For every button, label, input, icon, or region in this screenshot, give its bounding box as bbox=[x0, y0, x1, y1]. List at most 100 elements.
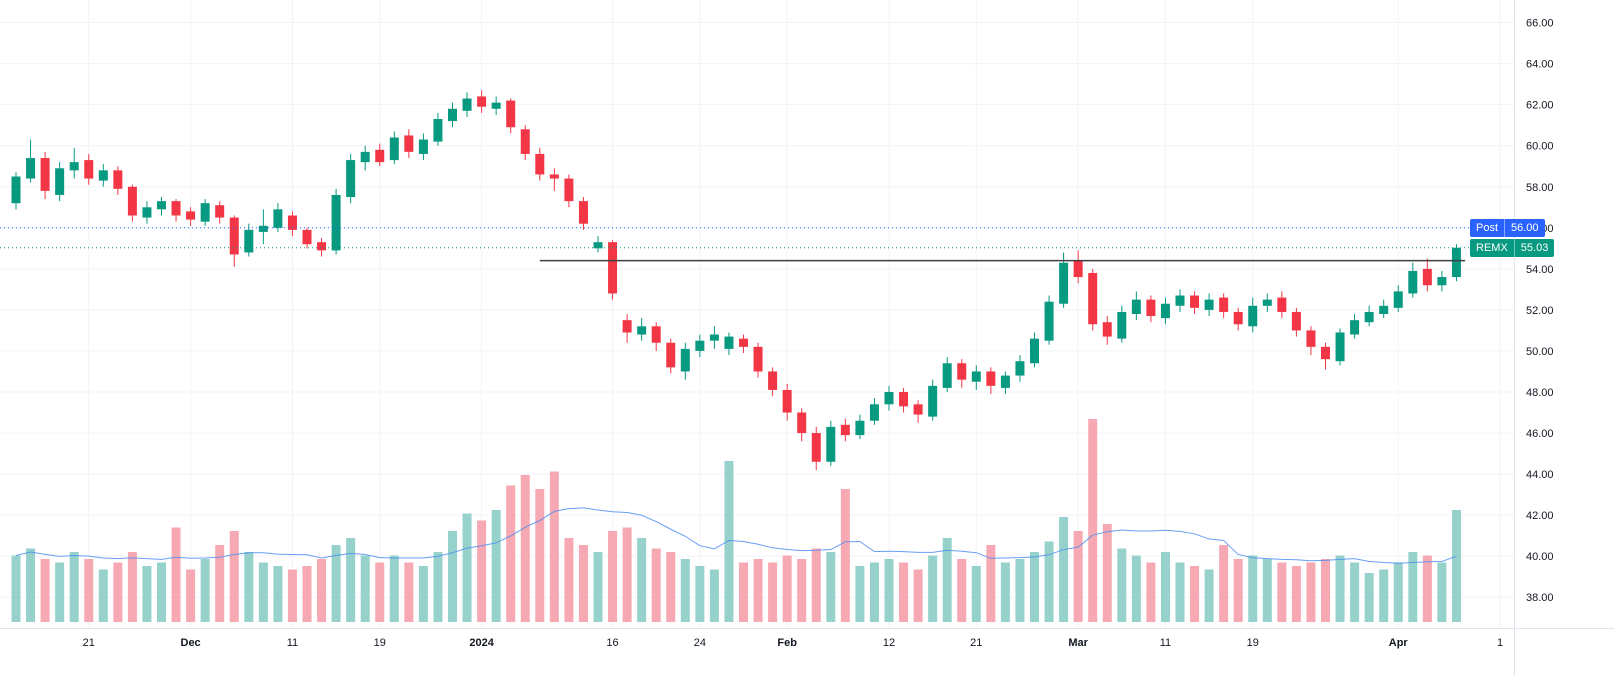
volume-bar bbox=[1262, 559, 1272, 622]
post-price-badge: Post 56.00 bbox=[1470, 219, 1545, 237]
candle-body bbox=[84, 160, 94, 179]
post-badge-label: Post bbox=[1476, 222, 1499, 234]
volume-bar bbox=[55, 562, 65, 622]
volume-bar bbox=[855, 566, 865, 622]
volume-bar bbox=[709, 569, 719, 622]
candle-body bbox=[709, 334, 719, 341]
volume-bar bbox=[113, 562, 123, 622]
candle-body bbox=[1379, 305, 1389, 314]
price-axis-label: 50.00 bbox=[1526, 346, 1554, 358]
volume-bar bbox=[200, 559, 210, 622]
volume-bar bbox=[957, 559, 967, 622]
candle-body bbox=[782, 389, 792, 413]
volume-bar bbox=[986, 545, 996, 622]
volume-bar bbox=[404, 562, 414, 622]
candle-body bbox=[768, 371, 778, 390]
volume-bar bbox=[608, 531, 618, 622]
candle-body bbox=[404, 135, 414, 152]
volume-bar bbox=[1219, 545, 1229, 622]
volume-bar bbox=[375, 562, 385, 622]
candle-body bbox=[389, 137, 399, 161]
candle-body bbox=[1233, 311, 1243, 325]
volume-bar bbox=[244, 552, 254, 622]
volume-bar bbox=[360, 555, 370, 622]
candle-body bbox=[1364, 311, 1374, 323]
volume-bar bbox=[1306, 562, 1316, 622]
candle-body bbox=[1146, 299, 1156, 317]
candle-body bbox=[477, 96, 487, 107]
price-axis-label: 48.00 bbox=[1526, 387, 1554, 399]
volume-bar bbox=[942, 538, 952, 622]
candle-body bbox=[1044, 301, 1054, 341]
candle-body bbox=[171, 201, 181, 216]
price-axis-label: 38.00 bbox=[1526, 592, 1554, 604]
volume-bar bbox=[477, 520, 487, 622]
volume-bar bbox=[433, 552, 443, 622]
candle-body bbox=[680, 348, 690, 372]
candle-body bbox=[1204, 299, 1214, 310]
candle-body bbox=[331, 194, 341, 251]
volume-bar bbox=[462, 513, 472, 622]
price-axis[interactable]: 66.0064.0062.0060.0058.0056.0054.0052.00… bbox=[1526, 18, 1554, 605]
time-axis[interactable]: 21 Dec 11 19 2024 16 24 Feb 12 21 Mar 11 19 Apr 1 bbox=[83, 637, 1504, 649]
candle-body bbox=[608, 242, 618, 294]
candle-body bbox=[1073, 260, 1083, 278]
volume-bar bbox=[1146, 562, 1156, 622]
candle-body bbox=[695, 340, 705, 351]
candle-body bbox=[40, 158, 50, 191]
volume-bar bbox=[127, 552, 137, 622]
candle-body bbox=[215, 205, 225, 218]
volume-bar bbox=[1422, 555, 1432, 622]
candle-body bbox=[957, 363, 967, 380]
volume-bar bbox=[1131, 555, 1141, 622]
volume-bar bbox=[768, 562, 778, 622]
volume-bar bbox=[695, 566, 705, 622]
price-axis-label: 54.00 bbox=[1526, 264, 1554, 276]
time-axis-label: 2024 bbox=[469, 637, 494, 649]
candle-body bbox=[1219, 297, 1229, 312]
volume-bar bbox=[1335, 555, 1345, 622]
volume-bar bbox=[680, 559, 690, 622]
candle-body bbox=[1437, 277, 1447, 286]
volume-bar bbox=[593, 552, 603, 622]
candle-body bbox=[593, 242, 603, 249]
volume-bar bbox=[1059, 517, 1069, 622]
candle-body bbox=[637, 326, 647, 335]
candle-body bbox=[1102, 322, 1112, 337]
time-axis-label: 11 bbox=[287, 637, 298, 649]
volume-bar bbox=[258, 562, 268, 622]
time-axis-label: Dec bbox=[181, 637, 201, 649]
volume-bar bbox=[622, 527, 632, 622]
candle-body bbox=[142, 207, 152, 218]
volume-bar bbox=[26, 548, 36, 622]
candle-body bbox=[942, 363, 952, 388]
candle-body bbox=[622, 320, 632, 333]
volume-bar bbox=[302, 566, 312, 622]
volume-bar bbox=[1117, 548, 1127, 622]
volume-bar bbox=[520, 475, 530, 622]
candle-body bbox=[1291, 311, 1301, 331]
volume-bar bbox=[1291, 566, 1301, 622]
volume-bar bbox=[637, 538, 647, 622]
candle-body bbox=[1000, 375, 1010, 388]
volume-bar bbox=[448, 531, 457, 622]
candle-body bbox=[1277, 297, 1287, 312]
volume-bar bbox=[739, 562, 748, 622]
price-axis-label: 58.00 bbox=[1526, 182, 1554, 194]
volume-ma-path bbox=[15, 507, 1457, 564]
candle-body bbox=[186, 211, 196, 220]
price-axis-label: 40.00 bbox=[1526, 551, 1554, 563]
symbol-badge-value: 55.03 bbox=[1513, 239, 1555, 257]
candle-body bbox=[1160, 303, 1170, 319]
time-axis-label: 12 bbox=[883, 637, 895, 649]
volume-bar bbox=[142, 566, 152, 622]
candle-body bbox=[535, 153, 545, 175]
candle-body bbox=[1175, 295, 1185, 306]
volume-bar bbox=[287, 569, 297, 622]
time-axis-label: 11 bbox=[1160, 637, 1171, 649]
time-axis-label: Mar bbox=[1068, 637, 1088, 649]
volume-bar bbox=[666, 552, 676, 622]
volume-bar bbox=[157, 562, 166, 622]
